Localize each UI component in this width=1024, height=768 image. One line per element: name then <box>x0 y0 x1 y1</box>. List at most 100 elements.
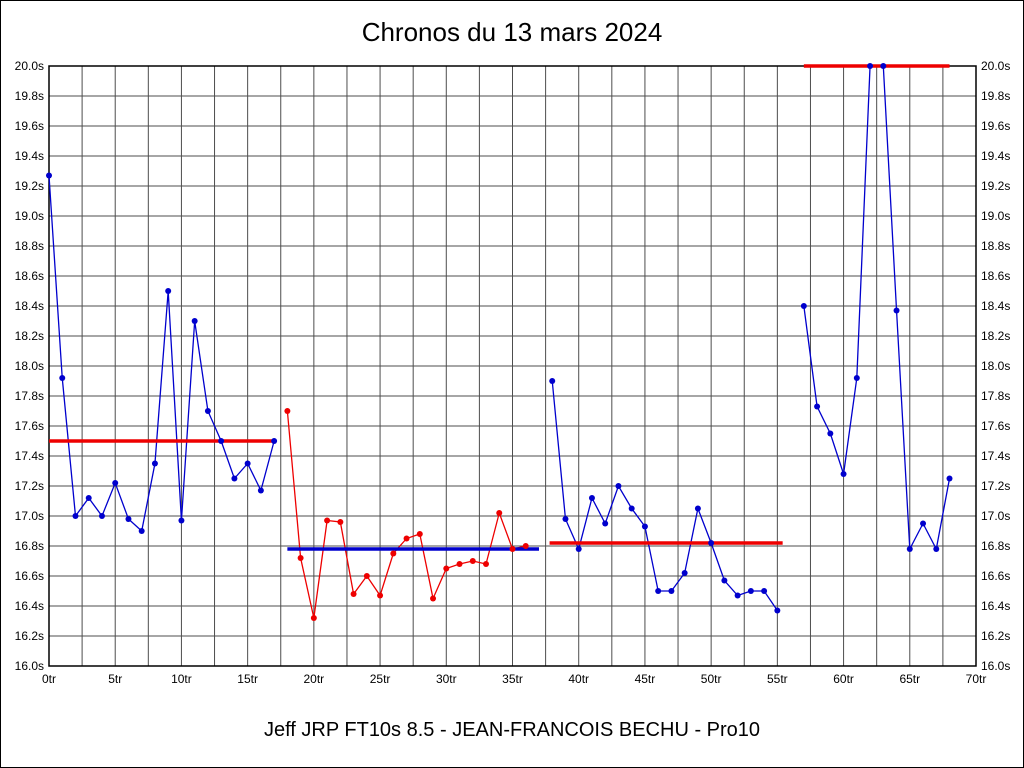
x-tick-label: 65tr <box>899 672 920 686</box>
stint-3-point <box>694 505 701 512</box>
stint-1-point <box>191 318 198 324</box>
y-tick-label-left: 17.0s <box>15 509 44 523</box>
stint-3-point <box>562 516 569 522</box>
y-tick-label-left: 16.0s <box>15 659 44 673</box>
stint-1-point <box>112 480 119 486</box>
stint-3-point <box>549 378 556 384</box>
x-tick-label: 25tr <box>370 672 391 686</box>
stint-2-point <box>310 615 317 621</box>
stint-1-point <box>59 375 66 381</box>
stint-2-line <box>286 410 526 619</box>
stint-2-point <box>403 535 410 542</box>
y-tick-label-left: 19.4s <box>15 149 44 163</box>
stint-2-point <box>416 531 423 537</box>
stint-2-point <box>443 565 450 572</box>
stint-2-point <box>324 517 331 524</box>
stint-4-point <box>840 471 847 477</box>
y-tick-label-right: 16.8s <box>981 539 1010 553</box>
x-tick-label: 50tr <box>701 672 722 686</box>
stint-1-point <box>271 438 278 444</box>
stint-3-point <box>615 483 622 489</box>
stint-2-point <box>337 519 344 525</box>
stint-4-point <box>946 475 953 482</box>
y-tick-label-left: 17.8s <box>15 389 44 403</box>
y-tick-label-left: 17.4s <box>15 449 44 463</box>
y-tick-label-right: 20.0s <box>981 59 1010 73</box>
stint-1-point <box>178 517 185 524</box>
stint-4-point <box>906 546 913 552</box>
stint-1-point <box>231 475 238 482</box>
stint-3-point <box>734 592 741 599</box>
stint-3-point <box>575 546 582 552</box>
stint-4-point <box>920 520 927 527</box>
stint-1-point <box>46 172 52 179</box>
y-tick-label-right: 16.0s <box>981 659 1010 673</box>
stint-3-point <box>602 520 609 527</box>
stint-2-point <box>456 561 463 567</box>
y-tick-label-right: 18.8s <box>981 239 1010 253</box>
chart-title: Chronos du 13 mars 2024 <box>361 17 663 47</box>
stint-1-point <box>98 513 105 519</box>
stint-2-point <box>430 595 437 602</box>
y-tick-label-right: 16.4s <box>981 599 1010 613</box>
stint-3-point <box>708 540 715 546</box>
stint-2-point <box>377 592 384 599</box>
x-tick-label: 40tr <box>568 672 589 686</box>
x-tick-label: 55tr <box>767 672 788 686</box>
stint-1-point <box>244 460 251 467</box>
stint-2-point <box>522 543 529 549</box>
stint-1-point <box>257 487 264 494</box>
stint-2-point <box>284 408 291 414</box>
stint-2-point <box>509 546 516 552</box>
y-tick-label-right: 19.6s <box>981 119 1010 133</box>
y-tick-label-left: 18.8s <box>15 239 44 253</box>
x-tick-label: 35tr <box>502 672 523 686</box>
stint-2-point <box>350 591 357 597</box>
x-tick-label: 45tr <box>635 672 656 686</box>
x-tick-label: 60tr <box>833 672 854 686</box>
stint-1-point <box>218 438 225 444</box>
y-tick-label-left: 18.4s <box>15 299 44 313</box>
stint-1-point <box>151 460 158 467</box>
y-tick-label-left: 19.8s <box>15 89 44 103</box>
stint-1-point <box>165 288 172 294</box>
y-tick-label-right: 17.8s <box>981 389 1010 403</box>
stint-4-point <box>800 303 807 309</box>
stint-1-point <box>85 495 92 501</box>
y-tick-label-right: 19.2s <box>981 179 1010 193</box>
y-tick-label-left: 19.6s <box>15 119 44 133</box>
stint-3-point <box>721 577 728 584</box>
y-tick-label-left: 17.6s <box>15 419 44 433</box>
y-tick-label-right: 16.2s <box>981 629 1010 643</box>
y-tick-label-left: 17.2s <box>15 479 44 493</box>
stint-3-point <box>628 505 635 512</box>
stint-1-point <box>138 528 145 534</box>
stint-3-point <box>588 495 595 501</box>
y-tick-label-left: 20.0s <box>15 59 44 73</box>
stint-2-point <box>483 561 490 567</box>
stint-3-point <box>668 588 675 594</box>
stint-4-point <box>880 63 887 69</box>
stint-4-point <box>827 430 834 437</box>
y-tick-label-left: 16.8s <box>15 539 44 553</box>
x-tick-label: 10tr <box>171 672 192 686</box>
y-tick-label-left: 19.2s <box>15 179 44 193</box>
x-tick-label: 15tr <box>237 672 258 686</box>
plot-frame <box>48 65 977 667</box>
stint-4-point <box>867 63 874 69</box>
x-tick-label: 20tr <box>304 672 325 686</box>
y-tick-label-right: 18.0s <box>981 359 1010 373</box>
stint-2-point <box>297 555 304 561</box>
y-tick-label-left: 18.6s <box>15 269 44 283</box>
y-tick-label-right: 18.4s <box>981 299 1010 313</box>
stint-1-line <box>48 175 275 533</box>
y-tick-label-left: 16.6s <box>15 569 44 583</box>
stint-4-point <box>893 307 900 314</box>
y-tick-label-right: 17.6s <box>981 419 1010 433</box>
y-tick-label-left: 18.0s <box>15 359 44 373</box>
x-tick-label: 0tr <box>42 672 56 686</box>
x-tick-label: 70tr <box>966 672 987 686</box>
stint-1-point <box>204 408 211 414</box>
